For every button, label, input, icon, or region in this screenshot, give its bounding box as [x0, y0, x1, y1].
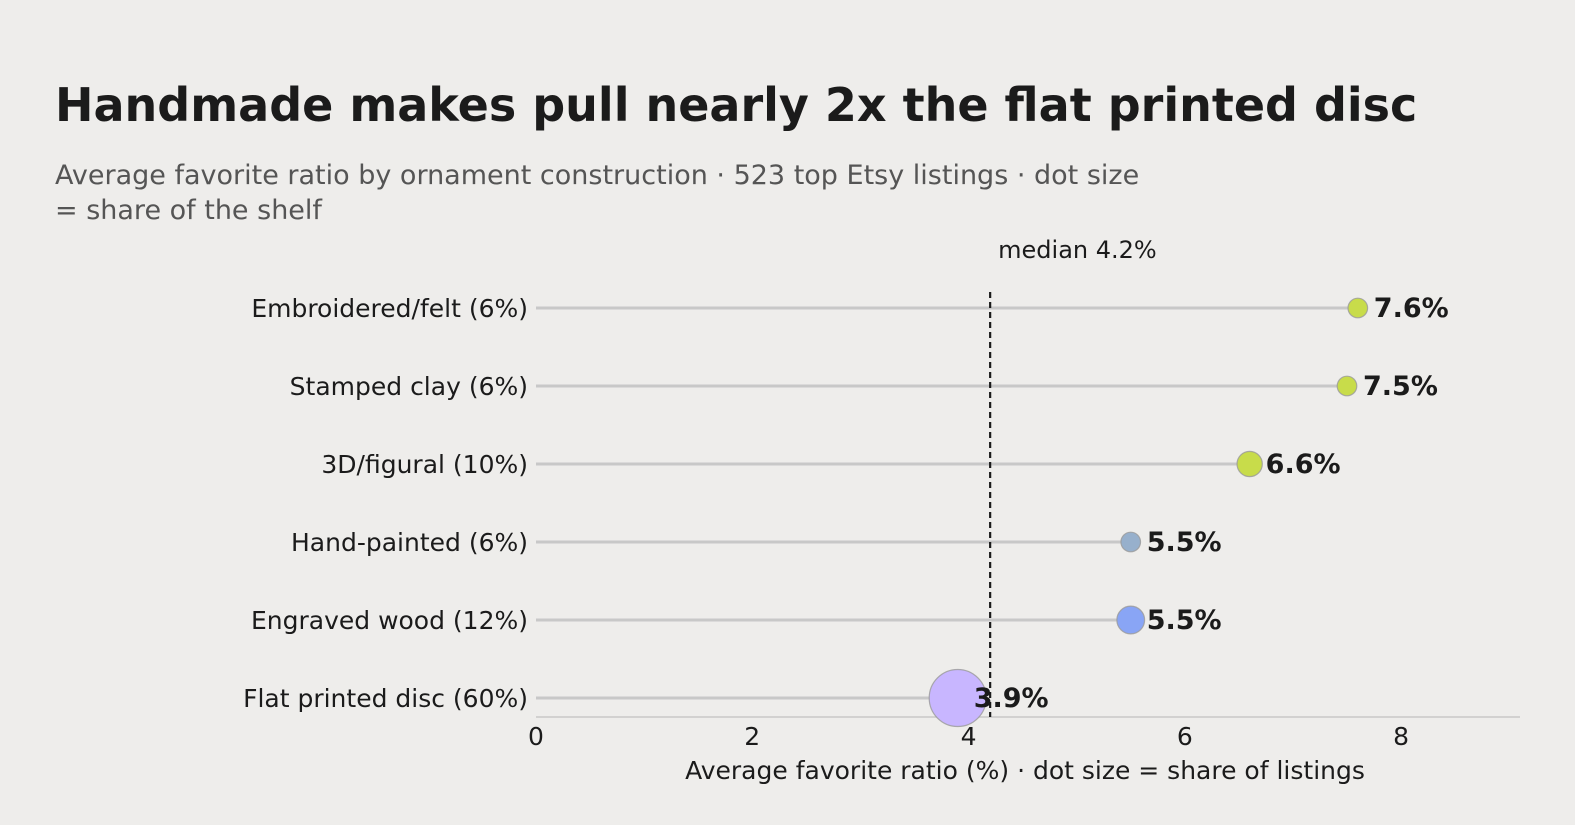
value-label-4: 5.5%	[1147, 605, 1222, 636]
dot-2	[1236, 450, 1263, 478]
category-label-1: Stamped clay (6%)	[290, 372, 528, 401]
chart-title: Handmade makes pull nearly 2x the flat p…	[55, 78, 1417, 132]
chart-subtitle-line-2: = share of the shelf	[55, 195, 323, 226]
dot-4	[1116, 605, 1146, 635]
plot-area: median 4.2% Embroidered/felt (6%) 7.6% Stam…	[243, 236, 1520, 751]
dot-1	[1336, 375, 1358, 397]
value-label-3: 5.5%	[1147, 527, 1222, 558]
dot-5	[928, 668, 987, 728]
x-tick-label-1: 2	[744, 722, 760, 751]
value-label-0: 7.6%	[1374, 293, 1449, 324]
category-label-3: Hand-painted (6%)	[291, 528, 528, 557]
value-label-2: 6.6%	[1266, 449, 1341, 480]
dot-3	[1120, 531, 1142, 553]
x-axis-title: Average favorite ratio (%) · dot size = …	[685, 756, 1365, 785]
x-tick-label-3: 6	[1177, 722, 1193, 751]
category-label-5: Flat printed disc (60%)	[243, 684, 528, 713]
value-label-1: 7.5%	[1363, 371, 1438, 402]
median-label: median 4.2%	[998, 236, 1157, 264]
value-label-5: 3.9%	[974, 683, 1049, 714]
x-tick-label-0: 0	[528, 722, 544, 751]
chart-subtitle-line-1: Average favorite ratio by ornament const…	[55, 160, 1139, 191]
dot-0	[1347, 297, 1369, 319]
x-tick-label-2: 4	[961, 722, 977, 751]
x-tick-label-4: 8	[1393, 722, 1409, 751]
category-label-0: Embroidered/felt (6%)	[251, 294, 528, 323]
category-label-2: 3D/figural (10%)	[321, 450, 528, 479]
category-label-4: Engraved wood (12%)	[251, 606, 528, 635]
